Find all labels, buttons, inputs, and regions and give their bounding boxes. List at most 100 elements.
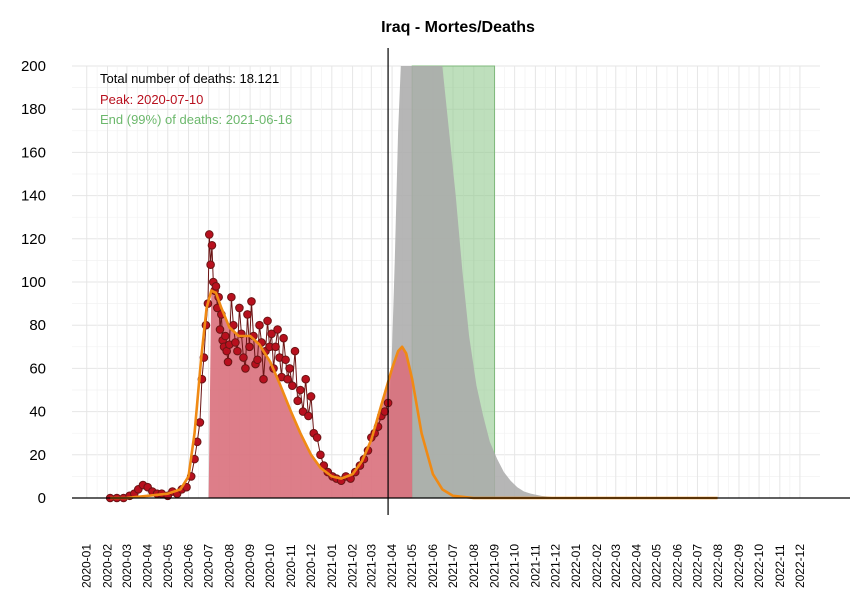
- observed-point: [293, 396, 302, 406]
- x-tick-label: 2020-07: [202, 544, 216, 588]
- observed-point: [247, 297, 256, 306]
- x-tick-label: 2021-01: [325, 544, 339, 588]
- observed-layer: [105, 230, 393, 503]
- observed-point: [304, 411, 313, 421]
- x-tick-label: 2021-09: [488, 544, 502, 588]
- y-tick-label: 100: [21, 274, 46, 291]
- x-tick-label: 2022-08: [711, 544, 725, 588]
- x-tick-label: 2022-04: [630, 544, 644, 588]
- x-tick-label: 2022-02: [590, 544, 604, 588]
- observed-point: [283, 374, 292, 384]
- observed-point: [195, 418, 205, 427]
- observed-point: [290, 346, 300, 356]
- observed-point: [263, 316, 272, 326]
- annotation-peak: Peak: 2020-07-10: [100, 92, 203, 107]
- annotation-end: End (99%) of deaths: 2021-06-16: [100, 112, 292, 127]
- x-tick-label: 2021-10: [508, 544, 522, 588]
- x-tick-label: 2021-03: [364, 544, 378, 588]
- annotations: Total number of deaths: 18.121 Peak: 202…: [100, 71, 292, 127]
- chart-title: Iraq - Mortes/Deaths: [381, 19, 535, 36]
- x-tick-label: 2021-06: [426, 544, 440, 588]
- y-tick-label: 160: [21, 144, 46, 161]
- observed-point: [301, 374, 311, 384]
- observed-point: [204, 230, 214, 239]
- observed-point: [245, 342, 254, 352]
- y-tick-label: 120: [21, 231, 46, 248]
- x-tick-label: 2020-02: [100, 544, 114, 588]
- observed-point: [273, 325, 282, 334]
- y-tick-label: 80: [29, 317, 46, 334]
- x-tick-label: 2022-11: [773, 544, 787, 587]
- projection-layer: [388, 66, 562, 498]
- observed-point: [306, 392, 316, 401]
- x-tick-label: 2020-05: [161, 544, 175, 588]
- observed-point: [233, 346, 242, 356]
- observed-point: [380, 407, 390, 416]
- annotation-total: Total number of deaths: 18.121: [100, 71, 279, 86]
- observed-point: [255, 320, 264, 330]
- x-tick-label: 2020-03: [120, 544, 134, 588]
- x-tick-label: 2020-01: [80, 544, 94, 588]
- observed-fill-layer: [208, 290, 413, 498]
- observed-point: [279, 333, 288, 343]
- observed-point: [235, 303, 244, 313]
- x-tick-label: 2021-11: [528, 544, 542, 587]
- fit-line: [110, 289, 718, 500]
- y-tick-label: 200: [21, 58, 46, 75]
- x-tick-label: 2022-06: [670, 544, 684, 588]
- x-tick-label: 2020-12: [304, 544, 318, 588]
- observed-point: [285, 364, 294, 373]
- x-tick-label: 2020-10: [263, 544, 277, 588]
- y-tick-label: 20: [29, 447, 46, 464]
- x-tick-label: 2021-08: [467, 544, 481, 588]
- x-tick-label: 2020-08: [222, 544, 236, 588]
- x-tick-label: 2022-09: [732, 544, 746, 588]
- observed-point: [281, 355, 290, 365]
- observed-point: [211, 282, 221, 291]
- x-tick-label: 2022-10: [752, 544, 766, 588]
- x-tick-label: 2021-04: [385, 544, 399, 588]
- observed-point: [253, 355, 262, 365]
- x-tick-label: 2022-05: [650, 544, 664, 588]
- x-tick-label: 2022-03: [609, 544, 623, 588]
- x-tick-label: 2021-07: [446, 544, 460, 588]
- observed-point: [312, 433, 322, 442]
- y-tick-label: 40: [29, 404, 46, 421]
- x-tick-label: 2021-12: [548, 544, 562, 588]
- y-tick-label: 140: [21, 188, 46, 205]
- observed-point: [288, 381, 297, 390]
- observed-point: [231, 338, 240, 347]
- tick-labels: 0 20 40 60 80 100 120 140 160 180 200 2020-01 2020-0…: [21, 58, 807, 588]
- projection-area: [388, 66, 562, 498]
- x-tick-label: 2020-04: [141, 544, 155, 588]
- fit-line-layer: [110, 289, 718, 500]
- observed-point: [267, 329, 276, 339]
- x-tick-label: 2020-11: [284, 544, 298, 587]
- observed-point: [271, 342, 280, 352]
- observed-point: [243, 310, 252, 319]
- observed-point: [259, 374, 268, 384]
- observed-point: [223, 357, 233, 367]
- observed-point: [215, 325, 225, 334]
- axes: [72, 48, 850, 515]
- x-tick-label: 2020-09: [243, 544, 257, 588]
- observed-point: [316, 450, 325, 460]
- y-tick-label: 0: [38, 490, 46, 507]
- y-tick-label: 180: [21, 101, 46, 118]
- observed-point: [241, 364, 250, 373]
- observed-area: [208, 290, 413, 498]
- x-tick-label: 2022-07: [690, 544, 704, 588]
- observed-point: [206, 260, 215, 270]
- x-tick-label: 2021-05: [405, 544, 419, 588]
- y-tick-label: 60: [29, 360, 46, 377]
- x-tick-label: 2020-06: [182, 544, 196, 588]
- observed-point: [207, 240, 217, 250]
- observed-point: [227, 292, 236, 302]
- observed-point: [296, 385, 305, 395]
- x-tick-label: 2021-02: [346, 544, 360, 588]
- observed-point: [221, 331, 230, 341]
- x-tick-label: 2022-12: [793, 544, 807, 588]
- x-tick-label: 2022-01: [569, 544, 583, 588]
- observed-point: [239, 353, 248, 362]
